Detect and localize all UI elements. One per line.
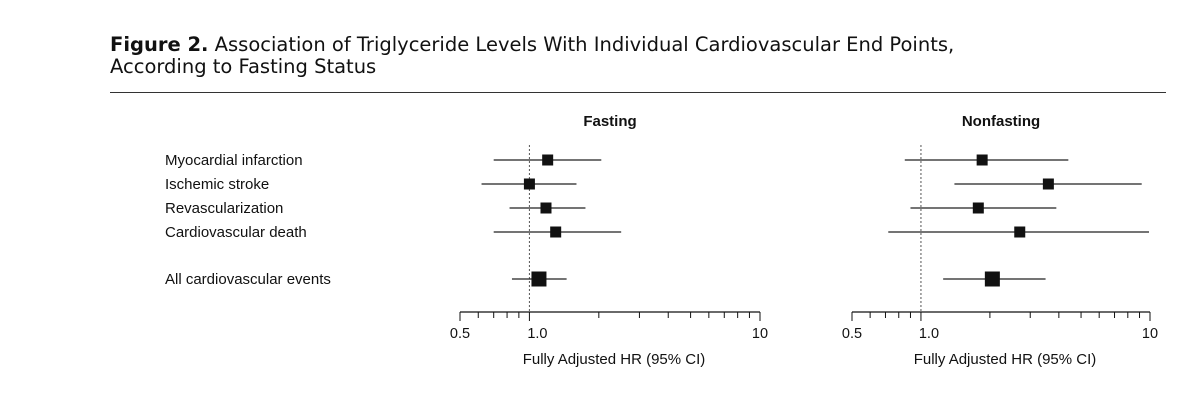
panel-title: Nonfasting bbox=[962, 113, 1040, 130]
x-tick-label: 10 bbox=[752, 326, 768, 342]
figure-label: Figure 2. bbox=[110, 33, 209, 56]
row-label: Cardiovascular death bbox=[165, 224, 307, 241]
row-label: Revascularization bbox=[165, 200, 283, 217]
point-estimate-marker bbox=[542, 154, 554, 166]
x-tick-label: 1.0 bbox=[527, 326, 547, 342]
point-estimate-marker bbox=[531, 271, 547, 287]
point-estimate-marker bbox=[523, 178, 535, 190]
point-estimate-marker bbox=[984, 271, 1000, 287]
figure-title-line-1: Association of Triglyceride Levels With … bbox=[214, 33, 955, 56]
x-tick-label: 0.5 bbox=[450, 326, 470, 342]
title-divider bbox=[110, 92, 1166, 93]
point-estimate-marker bbox=[550, 226, 562, 238]
figure-title: Figure 2. Association of Triglyceride Le… bbox=[110, 34, 1170, 78]
row-label: Myocardial infarction bbox=[165, 152, 303, 169]
x-tick-label: 10 bbox=[1142, 326, 1158, 342]
point-estimate-marker bbox=[1042, 178, 1054, 190]
x-tick-label: 0.5 bbox=[842, 326, 862, 342]
figure-title-line-2: According to Fasting Status bbox=[110, 55, 377, 78]
panel-title: Fasting bbox=[583, 113, 636, 130]
x-tick-label: 1.0 bbox=[919, 326, 939, 342]
row-label: Ischemic stroke bbox=[165, 176, 269, 193]
point-estimate-marker bbox=[540, 202, 552, 214]
point-estimate-marker bbox=[972, 202, 984, 214]
point-estimate-marker bbox=[1014, 226, 1026, 238]
point-estimate-marker bbox=[976, 154, 988, 166]
x-axis-title: Fully Adjusted HR (95% CI) bbox=[914, 351, 1097, 368]
row-label: All cardiovascular events bbox=[165, 271, 331, 288]
x-axis-title: Fully Adjusted HR (95% CI) bbox=[523, 351, 706, 368]
